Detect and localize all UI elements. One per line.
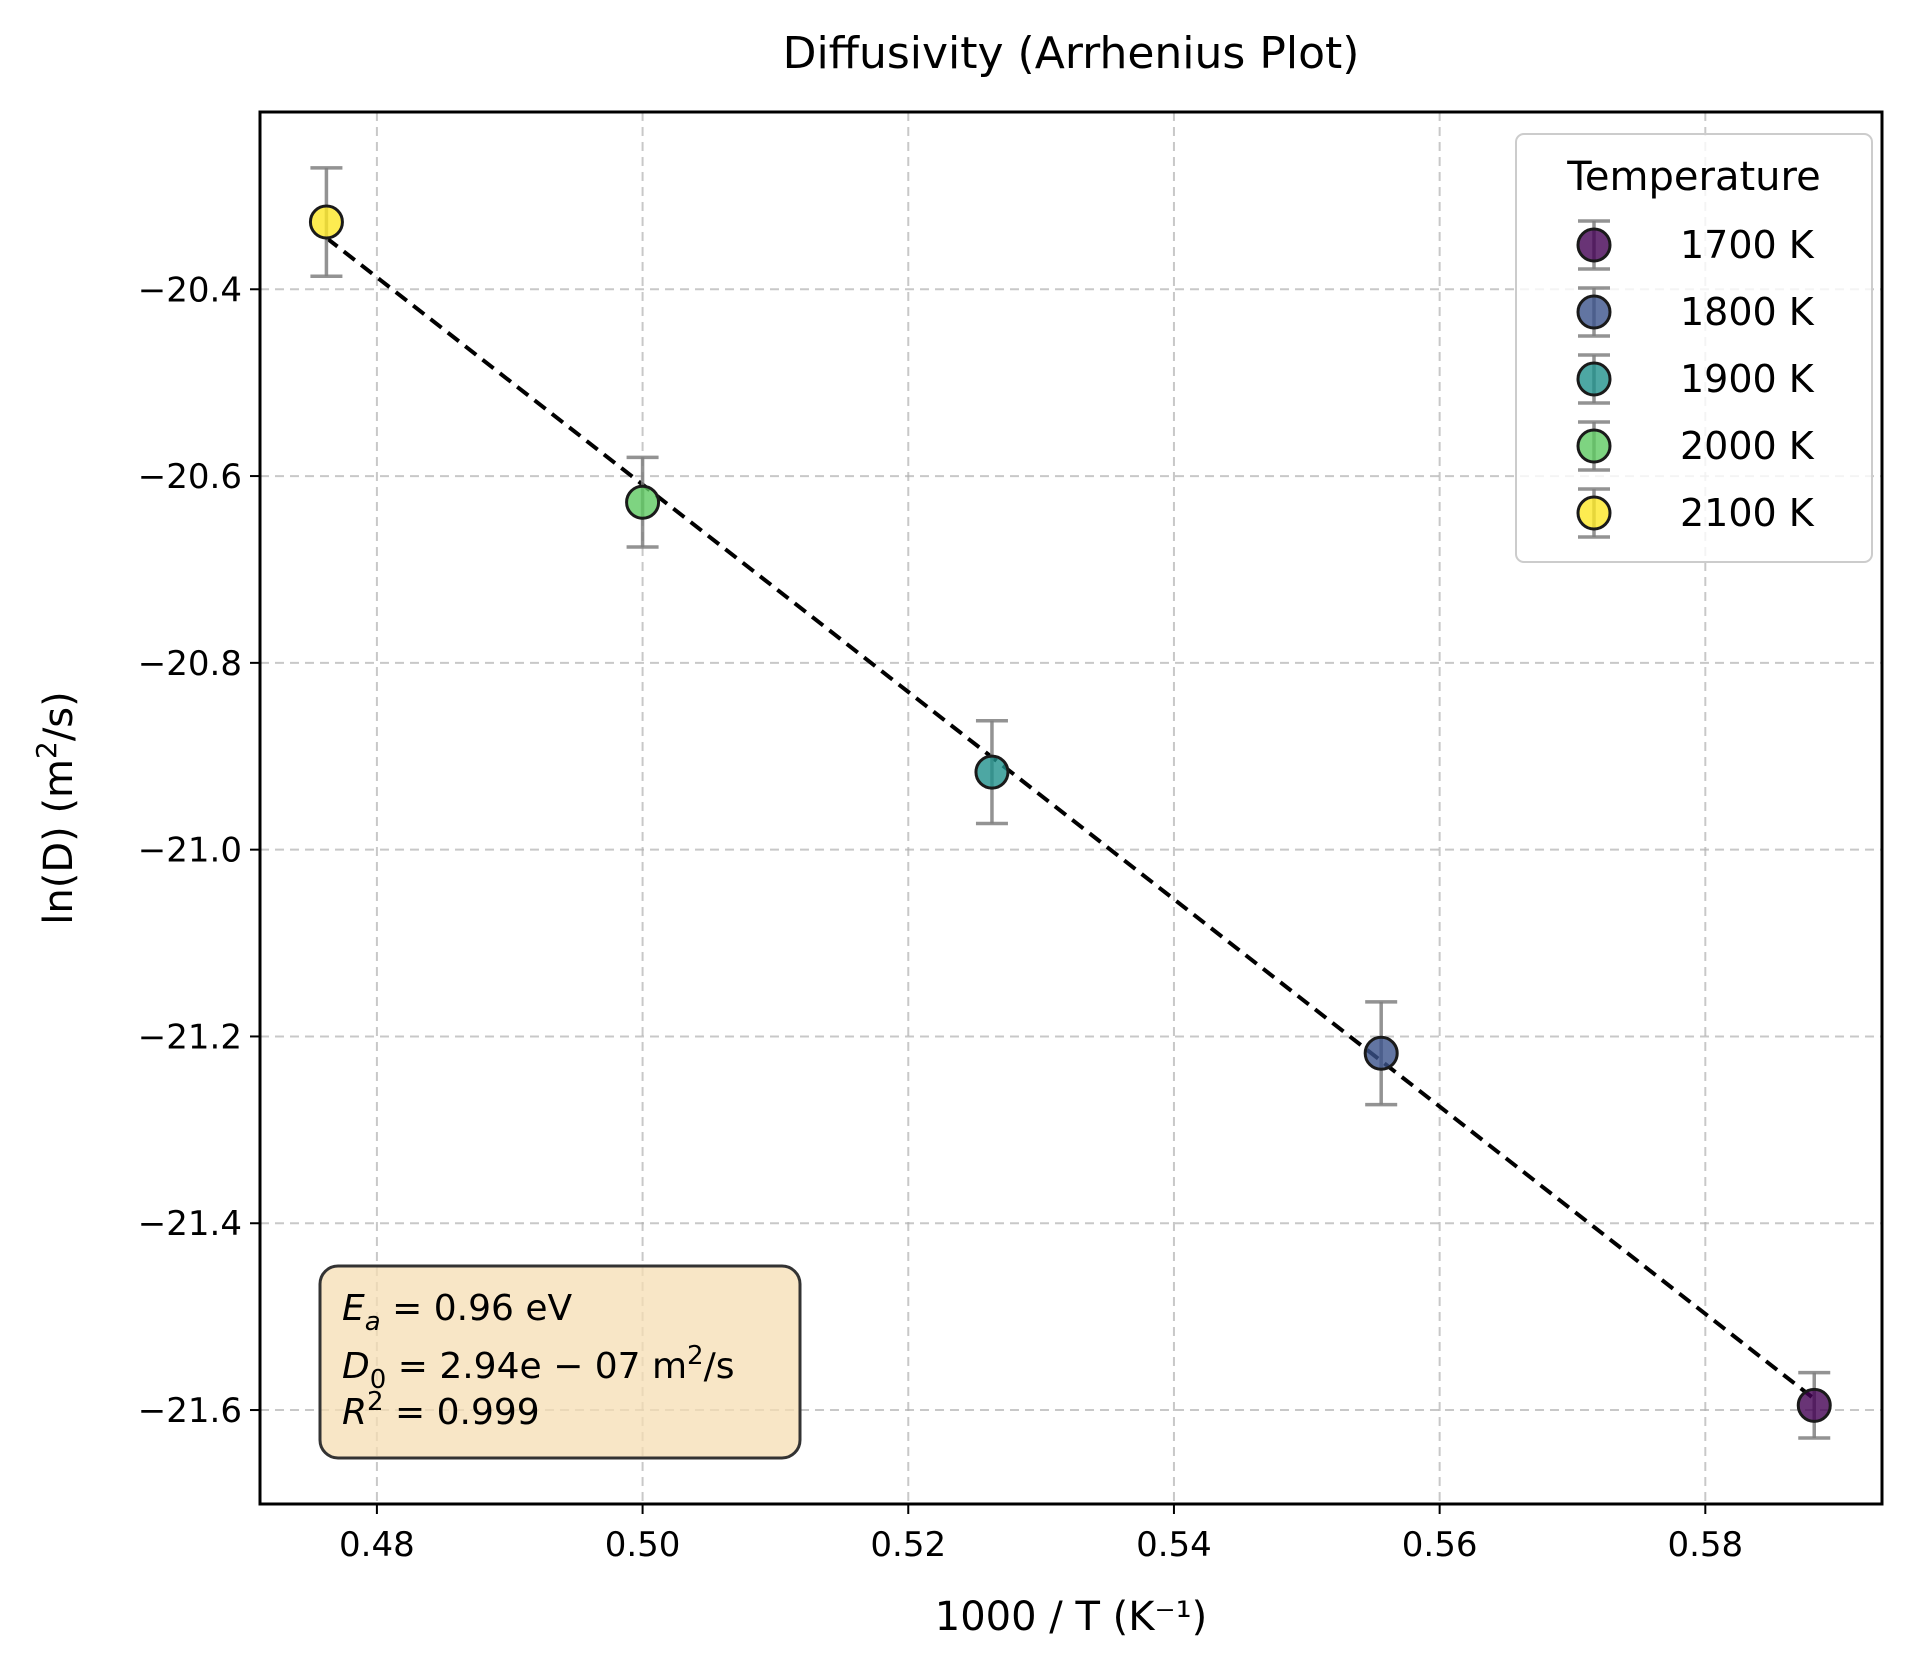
data-point-1800-k — [1363, 1000, 1399, 1107]
fit-annotation: Ea = 0.96 eV D0 = 2.94e − 07 m2/s R2 = 0… — [318, 1264, 802, 1460]
y-axis-label: ln(D) (m2/s) — [30, 691, 82, 925]
data-point-1700-k — [1796, 1370, 1832, 1440]
annotation-activation-energy: Ea = 0.96 eV — [342, 1288, 572, 1337]
legend-marker — [1576, 428, 1612, 464]
data-marker — [1363, 1035, 1399, 1071]
legend-item-1900-k: 1900 K — [1576, 353, 1815, 405]
legend-label: 1900 K — [1680, 357, 1815, 401]
y-tick-label: −21.0 — [138, 831, 242, 871]
x-tick-label: 0.58 — [1667, 1525, 1743, 1565]
x-axis-ticks: 0.48 0.50 0.52 0.54 0.56 0.58 — [339, 1504, 1743, 1565]
annotation-prefactor: D0 = 2.94e − 07 m2/s — [342, 1341, 734, 1395]
annotation-r-squared: R2 = 0.999 — [342, 1387, 540, 1433]
data-point-2100-k — [308, 166, 344, 278]
legend-item-2000-k: 2000 K — [1576, 420, 1815, 472]
data-marker — [974, 754, 1010, 790]
legend-items: 1700 K 1800 K 1900 K 2000 K 2100 K — [1576, 219, 1815, 539]
chart-title: Diffusivity (Arrhenius Plot) — [783, 28, 1360, 79]
fit-line — [325, 236, 1816, 1401]
legend-marker — [1576, 495, 1612, 531]
data-marker — [1796, 1387, 1832, 1423]
legend-marker — [1576, 294, 1612, 330]
x-tick-label: 0.52 — [870, 1525, 946, 1565]
legend-label: 1700 K — [1680, 223, 1815, 267]
data-point-2000-k — [625, 455, 661, 549]
legend-label: 2000 K — [1680, 424, 1815, 468]
legend-label: 2100 K — [1680, 491, 1815, 535]
annotation-box — [318, 1264, 802, 1460]
y-tick-label: −21.6 — [138, 1391, 242, 1431]
plot-area-frame — [258, 110, 1884, 1506]
data-marker — [308, 204, 344, 240]
data-point-1900-k — [974, 719, 1010, 826]
y-tick-label: −20.8 — [138, 644, 242, 684]
x-tick-label: 0.48 — [339, 1525, 415, 1565]
x-tick-label: 0.54 — [1136, 1525, 1212, 1565]
y-tick-label: −20.4 — [138, 270, 242, 310]
legend-item-2100-k: 2100 K — [1576, 487, 1815, 539]
legend-label: 1800 K — [1680, 290, 1815, 334]
data-marker — [625, 484, 661, 520]
x-tick-label: 0.50 — [605, 1525, 681, 1565]
y-tick-label: −21.2 — [138, 1017, 242, 1057]
y-axis-ticks: −20.4 −20.6 −20.8 −21.0 −21.2 −21.4 −21.6 — [138, 270, 260, 1431]
y-tick-label: −21.4 — [138, 1204, 242, 1244]
legend-item-1700-k: 1700 K — [1576, 219, 1815, 271]
legend-marker — [1576, 227, 1612, 263]
legend-title: Temperature — [1566, 154, 1820, 200]
fit-line-group — [325, 236, 1816, 1401]
x-axis-label: 1000 / T (K⁻¹) — [935, 1594, 1207, 1640]
legend-item-1800-k: 1800 K — [1576, 286, 1815, 338]
x-tick-label: 0.56 — [1402, 1525, 1478, 1565]
legend-marker — [1576, 361, 1612, 397]
y-tick-label: −20.6 — [138, 457, 242, 497]
data-points — [308, 166, 1832, 1440]
legend: Temperature 1700 K 1800 K 1900 K 2000 K 2100… — [1515, 133, 1873, 563]
